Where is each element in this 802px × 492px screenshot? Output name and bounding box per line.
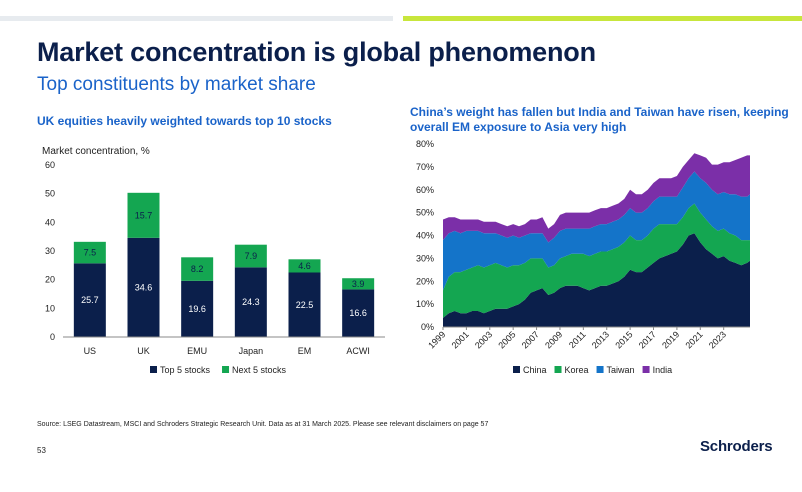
legend-label: Next 5 stocks [232,365,287,375]
bar-segment [342,278,375,290]
bar-y-axis-label: Market concentration, % [42,146,150,157]
bar-data-label: 25.7 [81,295,99,305]
bar-y-tick-label: 20 [45,275,55,285]
area-y-tick-label: 60% [416,185,434,195]
bar-segment [288,259,321,273]
legend-label: Top 5 stocks [160,365,211,375]
bar-data-label: 7.9 [245,251,258,261]
legend-swatch [596,366,604,373]
bar-x-tick-label: UK [137,346,150,356]
area-x-tick-label: 2009 [543,329,564,350]
area-series [443,153,750,243]
area-x-tick-label: 2023 [707,329,728,350]
right-chart-title: China’s weight has fallen but India and … [410,105,789,134]
bar-segment [181,280,214,337]
area-x-tick-label: 1999 [426,329,447,350]
bar-segment [181,257,214,281]
schroders-logo: Schroders [700,438,773,455]
area-y-tick-label: 40% [416,231,434,241]
legend-label: Taiwan [607,365,635,375]
bar-data-label: 19.6 [188,304,206,314]
area-series [443,171,750,291]
bar-data-label: 3.9 [352,279,365,289]
page-number: 53 [37,446,46,455]
bar-y-tick-label: 60 [45,160,55,170]
area-y-tick-label: 20% [416,276,434,286]
page-title: Market concentration is global phenomeno… [37,37,596,67]
bar-data-label: 4.6 [298,261,311,271]
bar-data-label: 24.3 [242,297,260,307]
area-x-tick-label: 2003 [473,329,494,350]
source-note: Source: LSEG Datastream, MSCI and Schrod… [37,421,489,428]
bar-data-label: 8.2 [191,264,204,274]
top-rule-left [0,16,393,21]
area-y-tick-label: 50% [416,208,434,218]
bar-x-tick-label: EMU [187,346,207,356]
legend-label: Korea [565,365,589,375]
area-x-tick-label: 2015 [613,329,634,350]
legend-swatch [642,366,650,373]
bar-segment [288,272,321,337]
area-x-tick-label: 2019 [660,329,681,350]
bar-segment [127,237,160,337]
bar-y-tick-label: 40 [45,217,55,227]
area-y-tick-label: 10% [416,299,434,309]
bar-x-tick-label: Japan [239,346,264,356]
bar-data-label: 7.5 [84,248,97,258]
bar-segment [73,241,106,264]
bar-segment [342,289,375,337]
legend-swatch [150,366,157,373]
page-subtitle: Top constituents by market share [37,74,316,95]
bar-data-label: 16.6 [349,308,367,318]
bar-y-tick-label: 10 [45,303,55,313]
bar-data-label: 34.6 [135,282,153,292]
bar-segment [234,244,267,268]
area-x-tick-label: 2007 [520,329,541,350]
top-rule-accent [403,16,802,21]
legend-label: China [523,365,547,375]
area-y-tick-label: 70% [416,162,434,172]
area-series [443,203,750,318]
legend-swatch [222,366,230,373]
area-x-tick-label: 2017 [637,329,658,350]
area-x-tick-label: 2011 [567,329,588,350]
bar-segment [127,192,160,238]
left-chart-title: UK equities heavily weighted towards top… [37,114,332,128]
legend-swatch [513,366,520,373]
area-y-tick-label: 0% [421,322,434,332]
bar-x-tick-label: EM [298,346,312,356]
area-x-tick-label: 2001 [450,329,471,350]
area-y-tick-label: 80% [416,139,434,149]
area-x-tick-label: 2021 [683,329,704,350]
legend-swatch [554,366,562,373]
bar-data-label: 15.7 [135,210,153,220]
bar-x-tick-label: US [84,346,97,356]
bar-segment [73,263,106,337]
bar-y-tick-label: 50 [45,189,55,199]
legend-label: India [653,365,673,375]
bar-x-tick-label: ACWI [346,346,370,356]
area-x-tick-label: 2005 [496,329,517,350]
bar-segment [234,267,267,337]
bar-y-tick-label: 0 [50,332,55,342]
area-series [443,233,750,327]
bar-y-tick-label: 30 [45,246,55,256]
area-y-tick-label: 30% [416,253,434,263]
area-x-tick-label: 2013 [590,329,611,350]
bar-data-label: 22.5 [296,300,314,310]
